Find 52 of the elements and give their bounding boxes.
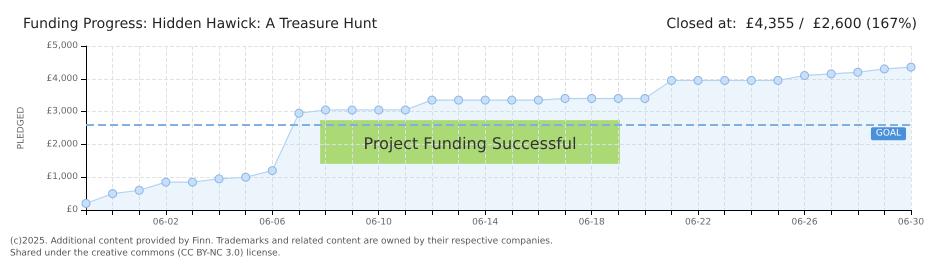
point <box>348 105 357 114</box>
point <box>427 96 436 105</box>
x-tick-label: 06-10 <box>366 218 392 228</box>
x-tick-label: 06-06 <box>259 218 286 228</box>
y-tick-label: £0 <box>66 205 78 215</box>
x-tick-label: 06-02 <box>152 218 179 228</box>
text: Shared under the creative commons (CC BY-NC 3.0) license. <box>10 248 281 258</box>
y-tick-label: £4,000 <box>46 74 78 84</box>
point <box>694 76 703 85</box>
x-tick-label: 06-18 <box>578 218 605 228</box>
ref-line-label: GOAL <box>876 128 901 139</box>
chart-subtitle: Closed at: £4,355 / £2,600 (167%) <box>666 16 918 32</box>
y-axis-title: PLEDGED <box>16 106 26 150</box>
point <box>400 105 410 114</box>
point <box>82 198 90 208</box>
point <box>587 94 596 103</box>
x-tick-label: 06-14 <box>472 218 499 228</box>
point <box>773 76 782 85</box>
point <box>880 64 889 74</box>
point <box>800 71 810 80</box>
point <box>906 62 916 72</box>
point <box>614 94 623 103</box>
point <box>214 174 224 184</box>
point <box>720 76 730 85</box>
y-tick-label: £5,000 <box>46 41 78 51</box>
point <box>480 96 490 105</box>
point <box>321 105 330 114</box>
x-tick-label: 06-30 <box>898 218 924 228</box>
point <box>534 96 543 105</box>
y-tick-label: £3,000 <box>46 106 78 117</box>
y-tick-label: £2,000 <box>46 139 78 150</box>
chart-title: Funding Progress: Hidden Hawick: A Treasure Hunt <box>23 16 378 32</box>
x-tick-label: 06-26 <box>791 218 818 228</box>
point <box>826 69 836 78</box>
text: (c)2025. Additional content provided by Finn. Trademarks and related content are owned by their respective companies. <box>10 236 553 246</box>
point <box>640 94 650 103</box>
point <box>161 178 170 187</box>
point <box>134 186 144 195</box>
point <box>268 166 277 176</box>
point <box>507 96 516 105</box>
point <box>560 94 570 103</box>
point <box>188 178 197 187</box>
point <box>746 76 756 85</box>
point <box>108 189 118 198</box>
point <box>241 172 250 182</box>
x-tick-label: 06-22 <box>685 218 712 228</box>
point <box>374 105 384 114</box>
point <box>666 76 676 85</box>
point <box>454 96 464 105</box>
point <box>294 108 304 118</box>
point <box>853 68 862 77</box>
y-tick-label: £1,000 <box>46 172 78 182</box>
